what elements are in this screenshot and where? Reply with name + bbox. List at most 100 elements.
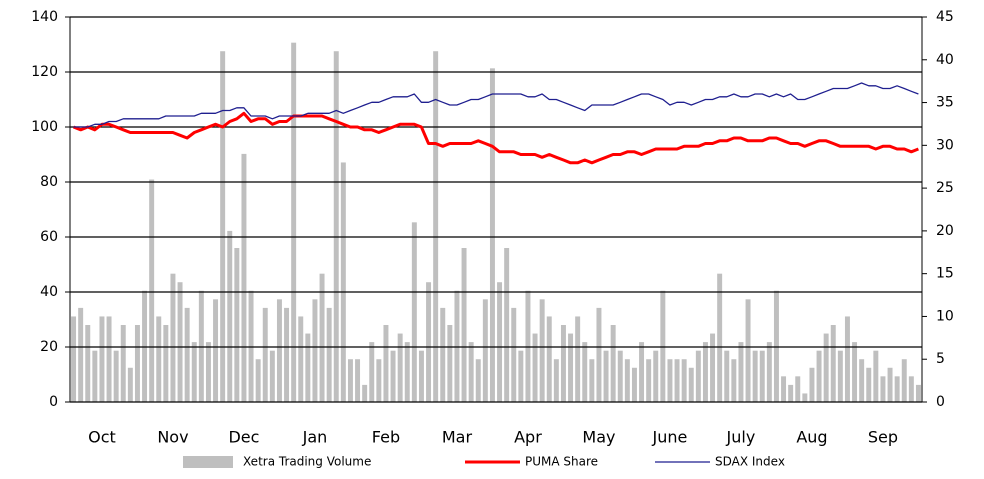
bar	[553, 359, 559, 402]
bar	[397, 333, 403, 402]
bar	[291, 42, 297, 403]
bar	[752, 350, 758, 402]
y-tick-label: 0	[49, 394, 58, 410]
y-tick-label: 20	[40, 339, 58, 355]
bar	[447, 325, 453, 402]
bar	[156, 316, 162, 402]
bar	[390, 350, 396, 402]
bar	[255, 359, 261, 402]
bar	[802, 393, 808, 402]
bar	[504, 248, 510, 402]
bar	[603, 350, 609, 402]
x-tick-label: Dec	[228, 428, 259, 447]
bar	[866, 367, 872, 402]
bar	[816, 350, 822, 402]
bar	[248, 290, 254, 402]
legend-swatch	[183, 456, 233, 468]
bar	[440, 307, 446, 402]
bar	[653, 350, 659, 402]
bar	[298, 316, 304, 402]
y2-tick-label: 15	[936, 266, 954, 282]
bar	[582, 342, 588, 402]
bar	[142, 290, 148, 402]
bar	[717, 273, 723, 402]
bar	[731, 359, 737, 402]
bar	[915, 384, 921, 402]
bar	[134, 325, 140, 402]
y2-tick-label: 35	[936, 95, 954, 111]
bar	[560, 325, 566, 402]
bar	[639, 342, 645, 402]
x-tick-label: Feb	[372, 428, 400, 447]
bar	[78, 307, 84, 402]
bar	[418, 350, 424, 402]
bar	[610, 325, 616, 402]
bar	[738, 342, 744, 402]
x-tick-label: Oct	[88, 428, 116, 447]
bar	[85, 325, 91, 402]
bar	[234, 248, 240, 402]
bar	[511, 307, 517, 402]
bar	[575, 316, 581, 402]
bar	[106, 316, 112, 402]
bar	[113, 350, 119, 402]
bar	[852, 342, 858, 402]
bar	[120, 325, 126, 402]
bar	[191, 342, 197, 402]
x-tick-label: Nov	[157, 428, 188, 447]
bar	[518, 350, 524, 402]
bar	[269, 350, 275, 402]
bar	[319, 273, 325, 402]
bar	[823, 333, 829, 402]
legend-label: Xetra Trading Volume	[243, 455, 371, 469]
bar	[99, 316, 105, 402]
bar	[227, 230, 233, 402]
bar	[702, 342, 708, 402]
bar	[894, 376, 900, 402]
x-tick-label: Mar	[442, 428, 473, 447]
bar	[262, 307, 268, 402]
bar	[539, 299, 545, 402]
x-tick-label: July	[726, 428, 756, 447]
bar	[710, 333, 716, 402]
y2-tick-label: 30	[936, 137, 954, 153]
bar	[426, 282, 432, 402]
bar	[205, 342, 211, 402]
y-tick-label: 100	[31, 119, 58, 135]
bar	[376, 359, 382, 402]
x-tick-label: Apr	[514, 428, 542, 447]
bar	[724, 350, 730, 402]
bar	[859, 359, 865, 402]
bar	[844, 316, 850, 402]
y-tick-label: 140	[31, 9, 58, 25]
bar	[163, 325, 169, 402]
bar	[355, 359, 361, 402]
line	[73, 82, 919, 128]
bar	[149, 179, 155, 402]
bar	[568, 333, 574, 402]
x-tick-label: Aug	[796, 428, 827, 447]
y-tick-label: 60	[40, 229, 58, 245]
bar	[482, 299, 488, 402]
bar	[873, 350, 879, 402]
bar	[475, 359, 481, 402]
bar	[745, 299, 751, 402]
bar	[454, 290, 460, 402]
bar	[489, 68, 495, 402]
bar	[759, 350, 765, 402]
bar	[688, 367, 694, 402]
bar	[71, 316, 77, 402]
bar	[127, 367, 133, 402]
bar	[369, 342, 375, 402]
x-tick-label: Jan	[302, 428, 328, 447]
bar	[681, 359, 687, 402]
y2-tick-label: 10	[936, 308, 954, 324]
bar	[667, 359, 673, 402]
bar	[795, 376, 801, 402]
bar	[532, 333, 538, 402]
bar	[184, 307, 190, 402]
bar	[333, 51, 339, 402]
bar	[461, 248, 467, 402]
bar	[837, 350, 843, 402]
bar	[326, 307, 332, 402]
